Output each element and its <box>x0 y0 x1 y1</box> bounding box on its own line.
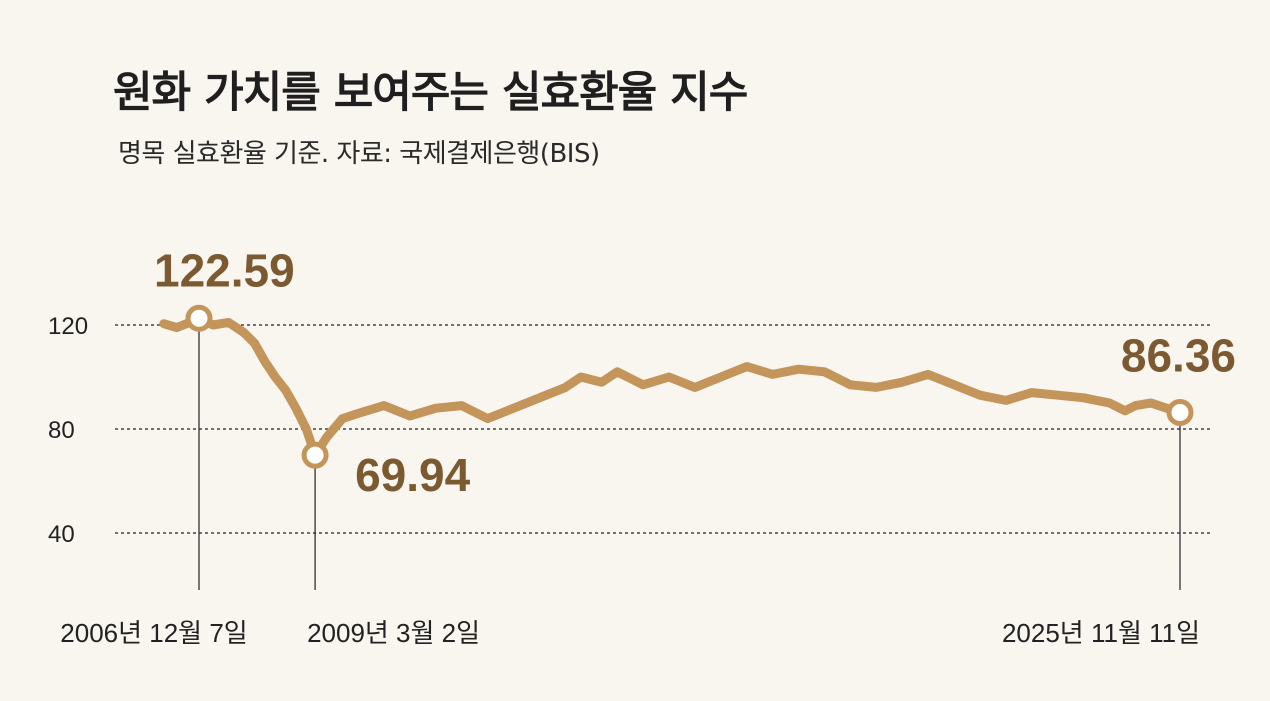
chart-title: 원화 가치를 보여주는 실효환율 지수 <box>113 68 748 118</box>
data-label: 69.94 <box>355 449 471 501</box>
y-tick-label: 80 <box>48 417 75 444</box>
data-point-marker <box>1166 398 1194 426</box>
data-point-marker <box>185 304 213 332</box>
chart-subtitle: 명목 실효환율 기준. 자료: 국제결제은행(BIS) <box>118 139 600 169</box>
series-line <box>159 313 1185 460</box>
date-label: 2006년 12월 7일 <box>60 618 247 648</box>
y-tick-label: 120 <box>48 313 88 340</box>
date-label: 2009년 3월 2일 <box>307 618 480 648</box>
data-label: 122.59 <box>154 244 295 296</box>
y-tick-label: 40 <box>48 521 75 548</box>
date-label: 2025년 11월 11일 <box>1002 618 1200 648</box>
data-point-marker <box>301 441 329 469</box>
data-label: 86.36 <box>1121 329 1236 381</box>
